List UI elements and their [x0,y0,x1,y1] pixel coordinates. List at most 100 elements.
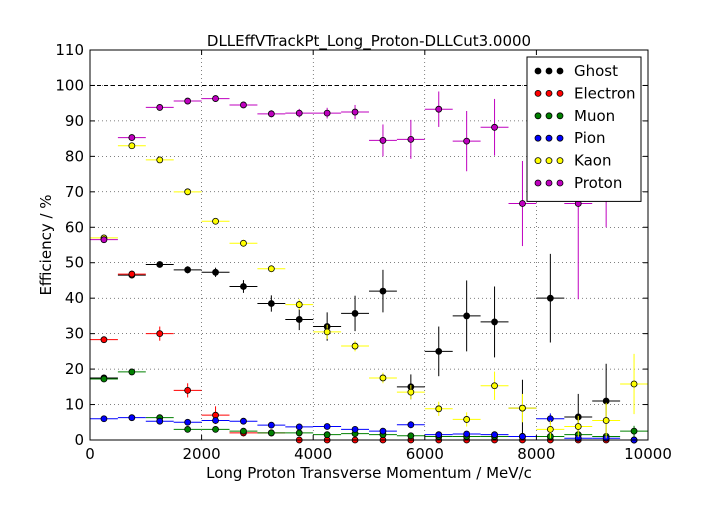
x-axis-label: Long Proton Transverse Momentum / MeV/c [206,464,532,482]
y-tick-label: 0 [74,431,84,449]
data-point [491,318,498,326]
x-tick-label: 2000 [183,445,221,463]
data-point [379,374,387,382]
data-point [184,97,192,105]
y-tick-label: 10 [65,396,84,414]
data-point [267,421,275,429]
data-point [128,134,136,141]
y-tick-label: 30 [65,325,84,343]
data-point [574,423,582,430]
data-point [128,142,136,150]
legend-marker [556,134,564,142]
y-tick-label: 80 [65,147,84,165]
data-point [128,270,136,278]
legend-entry-electron: Electron [534,84,636,102]
legend: Ghost Electron Muon Pion Kaon Proton [526,56,642,202]
series-kaon [90,142,648,439]
data-point [128,414,136,422]
data-point [435,105,443,113]
data-point [156,261,164,268]
data-point [491,382,498,390]
data-point [323,109,331,117]
data-point [184,418,192,426]
legend-entry-proton: Proton [534,174,622,192]
legend-entry-ghost: Ghost [534,62,618,80]
legend-marker [545,112,553,120]
chart-title: DLLEffVTrackPt_Long_Proton-DLLCut3.0000 [207,32,531,51]
y-axis-label: Efficiency / % [37,194,55,295]
data-point [267,110,275,118]
data-point [295,429,303,437]
y-tick-label: 90 [65,112,84,130]
legend-marker [545,67,553,75]
data-point [212,425,219,433]
data-point [100,336,108,344]
data-point [407,421,415,429]
legend-label: Proton [574,174,622,192]
data-point [156,417,164,425]
x-tick-label: 10000 [624,445,672,463]
data-point [295,109,303,117]
x-tick-label: 4000 [294,445,332,463]
data-point [602,417,610,424]
data-point [100,236,108,244]
x-tick-label: 0 [85,445,95,463]
legend-marker [534,157,542,165]
series-ghost [90,253,648,444]
y-tick-label: 60 [65,218,84,236]
data-point [323,423,331,430]
series-muon [90,368,648,440]
data-point [435,347,443,355]
legend-marker [556,90,564,97]
legend-marker [545,134,553,142]
data-point [212,95,219,102]
data-point [463,416,471,423]
data-point [212,417,219,424]
legend-label: Pion [574,129,606,147]
legend-marker [534,112,542,120]
data-point [156,330,164,338]
legend-marker [545,179,553,187]
data-point [184,266,192,274]
legend-entry-pion: Pion [534,129,606,147]
legend-entry-muon: Muon [534,107,615,125]
data-point [379,427,387,435]
data-point [240,417,247,425]
data-point [546,425,554,433]
data-point [156,156,164,164]
legend-label: Electron [574,84,636,102]
y-tick-label: 110 [55,41,84,59]
legend-marker [556,67,564,75]
data-point [351,425,359,433]
y-tick-label: 50 [65,254,84,272]
legend-marker [534,134,542,142]
data-point [630,380,638,388]
legend-marker [556,112,564,120]
legend-box [526,56,642,202]
legend-marker [556,157,564,165]
data-point [295,423,303,431]
data-point [295,301,303,308]
y-tick-label: 100 [55,76,84,94]
legend-label: Muon [574,107,615,125]
data-point [184,188,192,196]
data-point [491,431,498,439]
data-point [267,300,275,307]
legend-entry-kaon: Kaon [534,152,611,170]
data-point [630,427,638,435]
data-point [463,137,471,145]
data-point [212,268,219,276]
data-point [407,135,415,143]
legend-label: Ghost [574,62,618,80]
data-point [519,433,526,440]
data-point [267,265,275,273]
legend-marker [545,90,553,97]
data-point [100,375,108,383]
data-point [295,316,303,323]
data-point [240,239,247,247]
data-point [267,429,275,437]
y-tick-label: 40 [65,289,84,307]
data-point [240,427,247,435]
legend-marker [534,67,542,75]
